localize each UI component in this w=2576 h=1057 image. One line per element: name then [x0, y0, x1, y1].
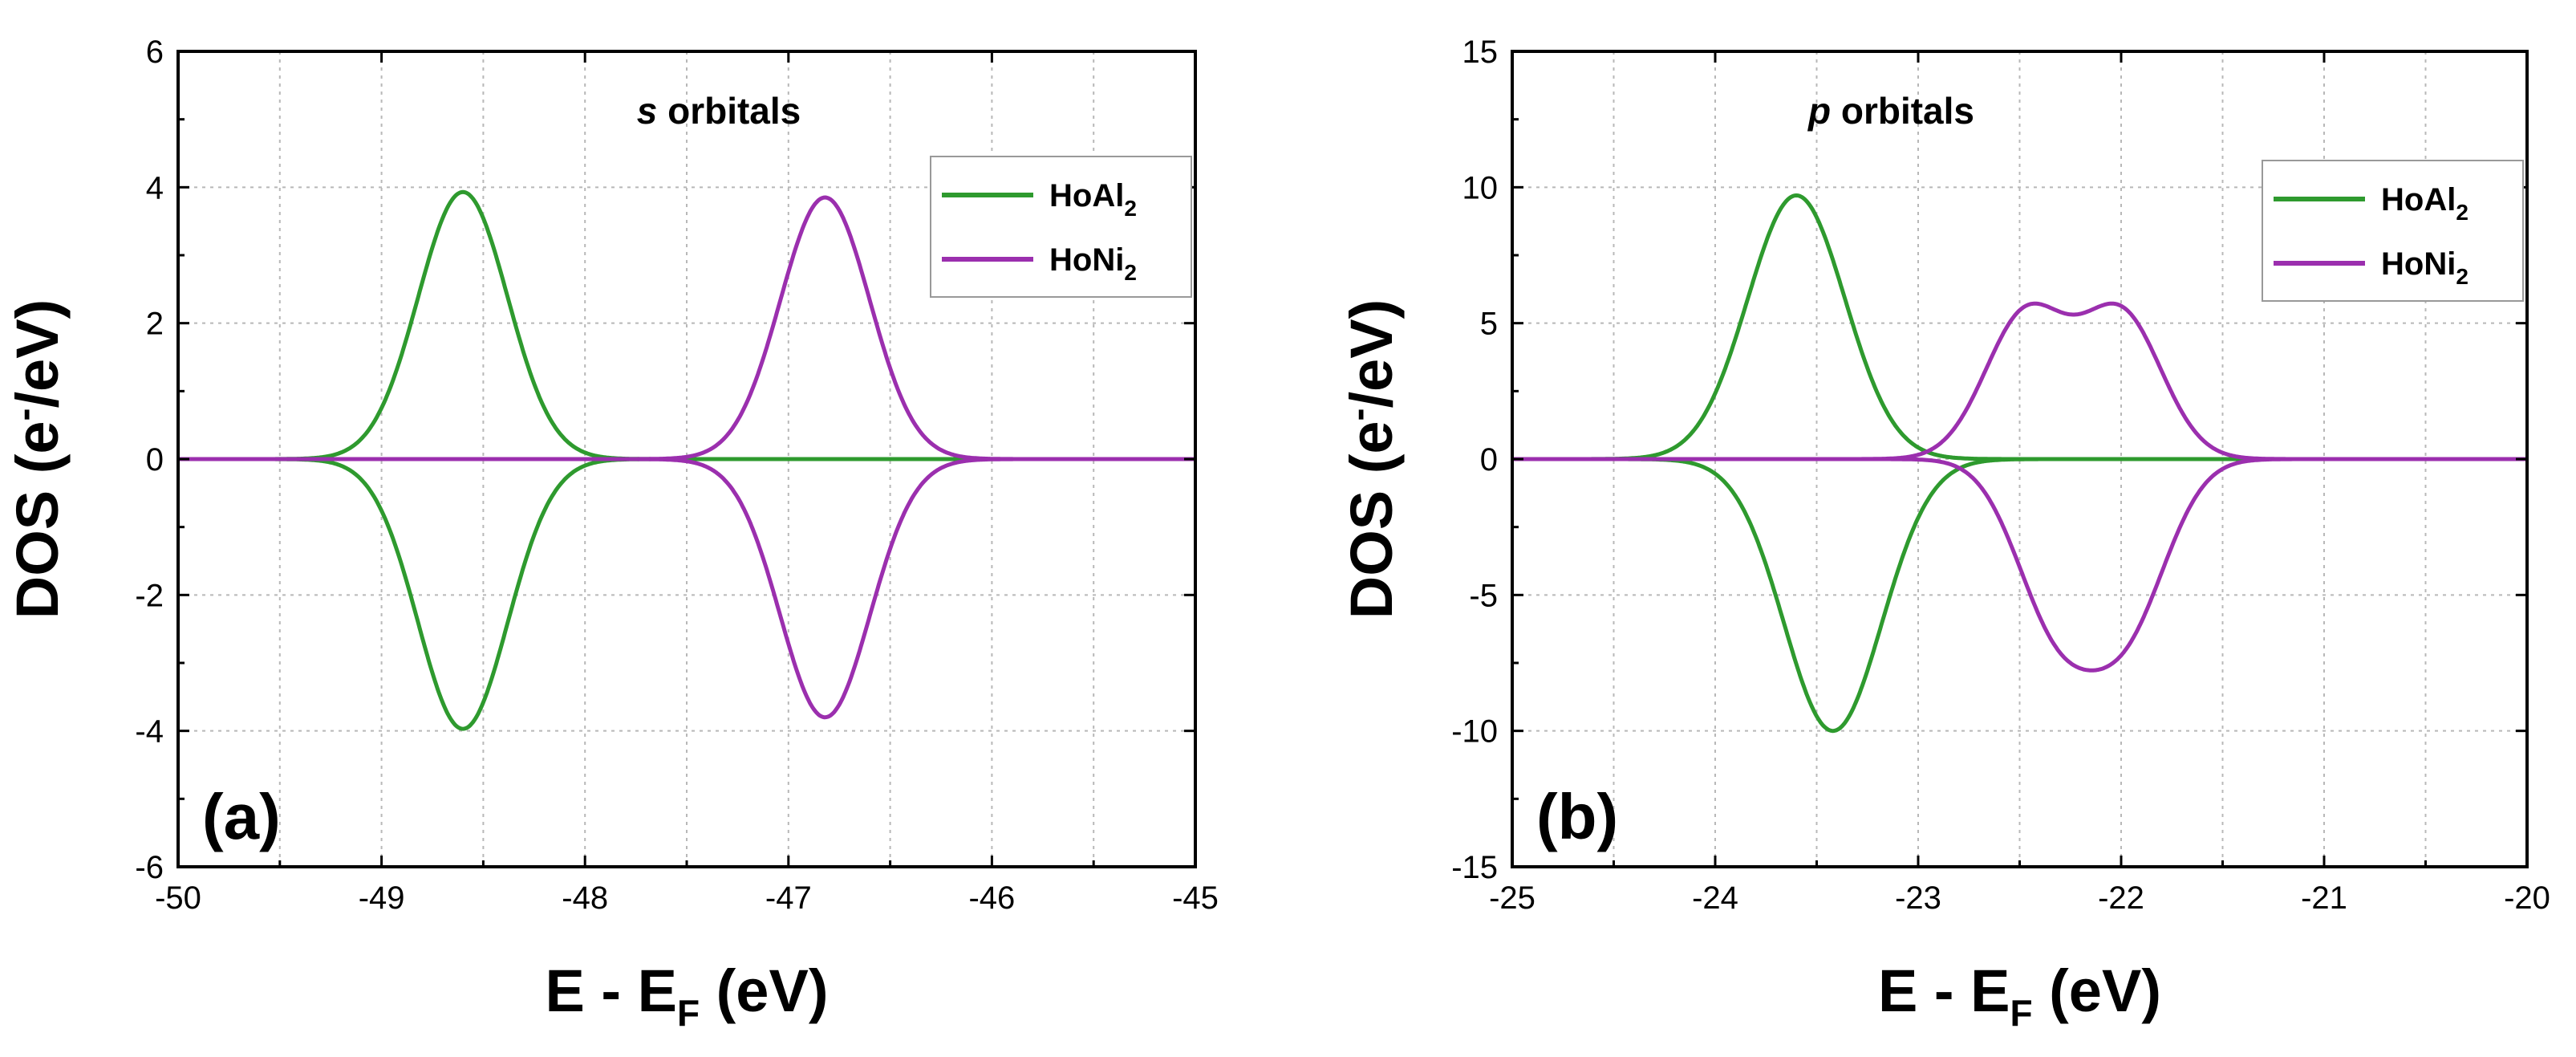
- y-axis-label-superscript: -: [3, 409, 46, 421]
- panel-letter: (a): [202, 781, 281, 852]
- legend-box: [2262, 160, 2524, 302]
- panel-title: s orbitals: [637, 90, 801, 132]
- y-axis-label: DOS (e-/eV): [3, 299, 71, 619]
- legend-label: HoNi2: [2381, 246, 2468, 289]
- y-axis-label-main: DOS (e: [4, 421, 71, 619]
- y-tick-label: 4: [146, 170, 164, 205]
- y-axis-label-superscript: -: [1337, 409, 1380, 421]
- x-axis-label-main: E - E: [546, 957, 677, 1024]
- y-tick-label: -4: [135, 714, 164, 750]
- panel-title-orbital: s: [637, 90, 658, 132]
- legend-label-main: HoAl: [2381, 182, 2456, 217]
- y-tick-label: 10: [1462, 170, 1499, 205]
- y-axis-label: DOS (e-/eV): [1337, 299, 1405, 619]
- y-tick-label: 0: [146, 442, 164, 478]
- legend-label-main: HoAl: [1049, 178, 1124, 213]
- y-tick-label: -5: [1469, 578, 1498, 613]
- y-tick-label: 6: [146, 35, 164, 70]
- y-axis-label-main: DOS (e: [1338, 421, 1405, 619]
- x-axis-label: E - EF (eV): [546, 957, 829, 1034]
- x-tick-label: -23: [1895, 880, 1941, 916]
- panel-letter: (b): [1536, 781, 1618, 852]
- legend-label-main: HoNi: [2381, 246, 2456, 282]
- y-tick-label: 5: [1480, 307, 1498, 342]
- y-tick-label: 0: [1480, 442, 1498, 478]
- panel-title-text: orbitals: [657, 90, 801, 132]
- x-tick-label: -25: [1489, 880, 1535, 916]
- legend-label-main: HoNi: [1049, 242, 1124, 278]
- x-tick-label: -50: [155, 880, 201, 916]
- y-tick-label: -2: [135, 578, 164, 613]
- x-tick-label: -46: [968, 880, 1015, 916]
- x-axis-label-subscript: F: [2010, 992, 2033, 1034]
- x-tick-label: -49: [359, 880, 405, 916]
- legend-box: [930, 156, 1192, 298]
- legend-label-subscript: 2: [2456, 200, 2468, 225]
- series-line-honi2-spin-down: [1511, 457, 2528, 673]
- y-axis-label-unit: /eV): [1338, 299, 1405, 409]
- y-tick-label: -10: [1451, 714, 1498, 750]
- panel-title-text: orbitals: [1831, 90, 1974, 132]
- y-tick-label: 2: [146, 307, 164, 342]
- x-tick-label: -48: [562, 880, 608, 916]
- x-axis-label: E - EF (eV): [1878, 957, 2161, 1034]
- x-tick-label: -24: [1692, 880, 1738, 916]
- x-tick-label: -45: [1172, 880, 1219, 916]
- legend-label-subscript: 2: [1124, 196, 1137, 221]
- legend-label: HoAl2: [2381, 182, 2468, 225]
- panel-title: p orbitals: [1807, 90, 1974, 132]
- x-tick-label: -21: [2301, 880, 2347, 916]
- x-axis-label-subscript: F: [677, 992, 700, 1034]
- x-tick-label: -47: [765, 880, 812, 916]
- legend-label-subscript: 2: [2456, 264, 2468, 289]
- x-axis-label-unit: (eV): [700, 957, 828, 1024]
- y-tick-label: -6: [135, 850, 164, 885]
- legend-label: HoAl2: [1049, 178, 1137, 221]
- series-line-honi2-spin-down: [177, 457, 1196, 720]
- y-axis-label-unit: /eV): [4, 299, 71, 409]
- x-tick-label: -22: [2098, 880, 2144, 916]
- x-axis-label-main: E - E: [1878, 957, 2010, 1024]
- legend-label-subscript: 2: [1124, 260, 1137, 285]
- panel-title-orbital: p: [1807, 90, 1831, 132]
- legend-label: HoNi2: [1049, 242, 1137, 285]
- y-tick-label: -15: [1451, 850, 1498, 885]
- x-tick-label: -20: [2504, 880, 2550, 916]
- y-tick-label: 15: [1462, 35, 1499, 70]
- x-axis-label-unit: (eV): [2033, 957, 2161, 1024]
